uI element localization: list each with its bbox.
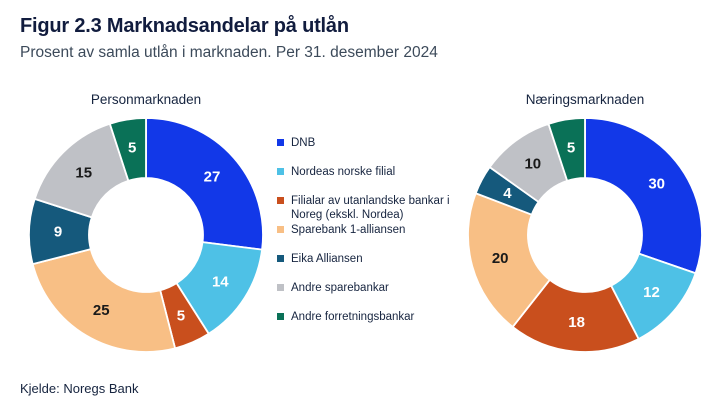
legend-item: Nordeas norske filial — [277, 165, 453, 179]
legend-label: Andre sparebankar — [291, 282, 389, 294]
legend-label: Andre forretningsbankar — [291, 311, 415, 323]
legend-item: DNB — [277, 136, 453, 150]
figure-subtitle: Prosent av samla utlån i marknaden. Per … — [20, 44, 438, 61]
segment-value-label: 5 — [128, 140, 136, 157]
donut-svg-naering: 30 12 18 20 4 10 5 — [467, 117, 703, 353]
donut-segment — [467, 192, 551, 328]
donut-segment — [547, 117, 586, 182]
legend-swatch-icon — [277, 313, 284, 320]
source-note: Kjelde: Noregs Bank — [20, 381, 139, 396]
legend-swatch-icon — [277, 255, 284, 262]
donut-segment — [108, 117, 147, 182]
chart-legend: DNB Nordeas norske filial Filialar av utan… — [277, 136, 453, 339]
donut-segment — [584, 117, 703, 275]
segment-value-label: 9 — [54, 224, 62, 241]
donut-chart-person: Personmarknaden 27 14 5 25 9 15 5 — [18, 92, 274, 357]
legend-swatch-icon — [277, 284, 284, 291]
donut-segment — [145, 117, 264, 251]
legend-swatch-icon — [277, 139, 284, 146]
legend-label: DNB — [291, 137, 316, 149]
segment-value-label: 25 — [93, 302, 110, 319]
legend-swatch-icon — [277, 197, 284, 204]
segment-value-label: 4 — [503, 185, 512, 202]
donut-svg-person: 27 14 5 25 9 15 5 — [28, 117, 264, 353]
legend-item: Andre forretningsbankar — [277, 310, 453, 324]
segment-value-label: 30 — [648, 175, 665, 192]
legend-swatch-icon — [277, 168, 284, 175]
legend-item: Filialar av utanlandske bankar i Noreg (… — [277, 194, 453, 222]
legend-label: Sparebank 1-alliansen — [291, 224, 406, 236]
legend-label: Filialar av utanlandske bankar i Noreg (… — [291, 195, 450, 221]
legend-label: Nordeas norske filial — [291, 166, 396, 178]
segment-value-label: 18 — [568, 314, 585, 331]
segment-value-label: 14 — [212, 274, 229, 291]
legend-item: Andre sparebankar — [277, 281, 453, 295]
donut-segment — [31, 248, 176, 353]
chart-title-person: Personmarknaden — [90, 92, 202, 107]
segment-value-label: 27 — [204, 168, 221, 185]
segment-value-label: 12 — [643, 284, 660, 301]
segment-value-label: 20 — [492, 250, 509, 267]
legend-label: Eika Alliansen — [291, 253, 363, 265]
figure-title: Figur 2.3 Marknadsandelar på utlån — [20, 15, 349, 37]
segment-value-label: 5 — [177, 307, 185, 324]
legend-swatch-icon — [277, 226, 284, 233]
segment-value-label: 15 — [75, 164, 92, 181]
chart-title-naering: Næringsmarknaden — [525, 92, 645, 107]
segment-value-label: 10 — [524, 156, 541, 173]
segment-value-label: 5 — [567, 140, 575, 157]
legend-item: Sparebank 1-alliansen — [277, 223, 453, 237]
legend-item: Eika Alliansen — [277, 252, 453, 266]
donut-chart-naering: Næringsmarknaden 30 12 18 20 4 10 5 — [455, 92, 715, 357]
